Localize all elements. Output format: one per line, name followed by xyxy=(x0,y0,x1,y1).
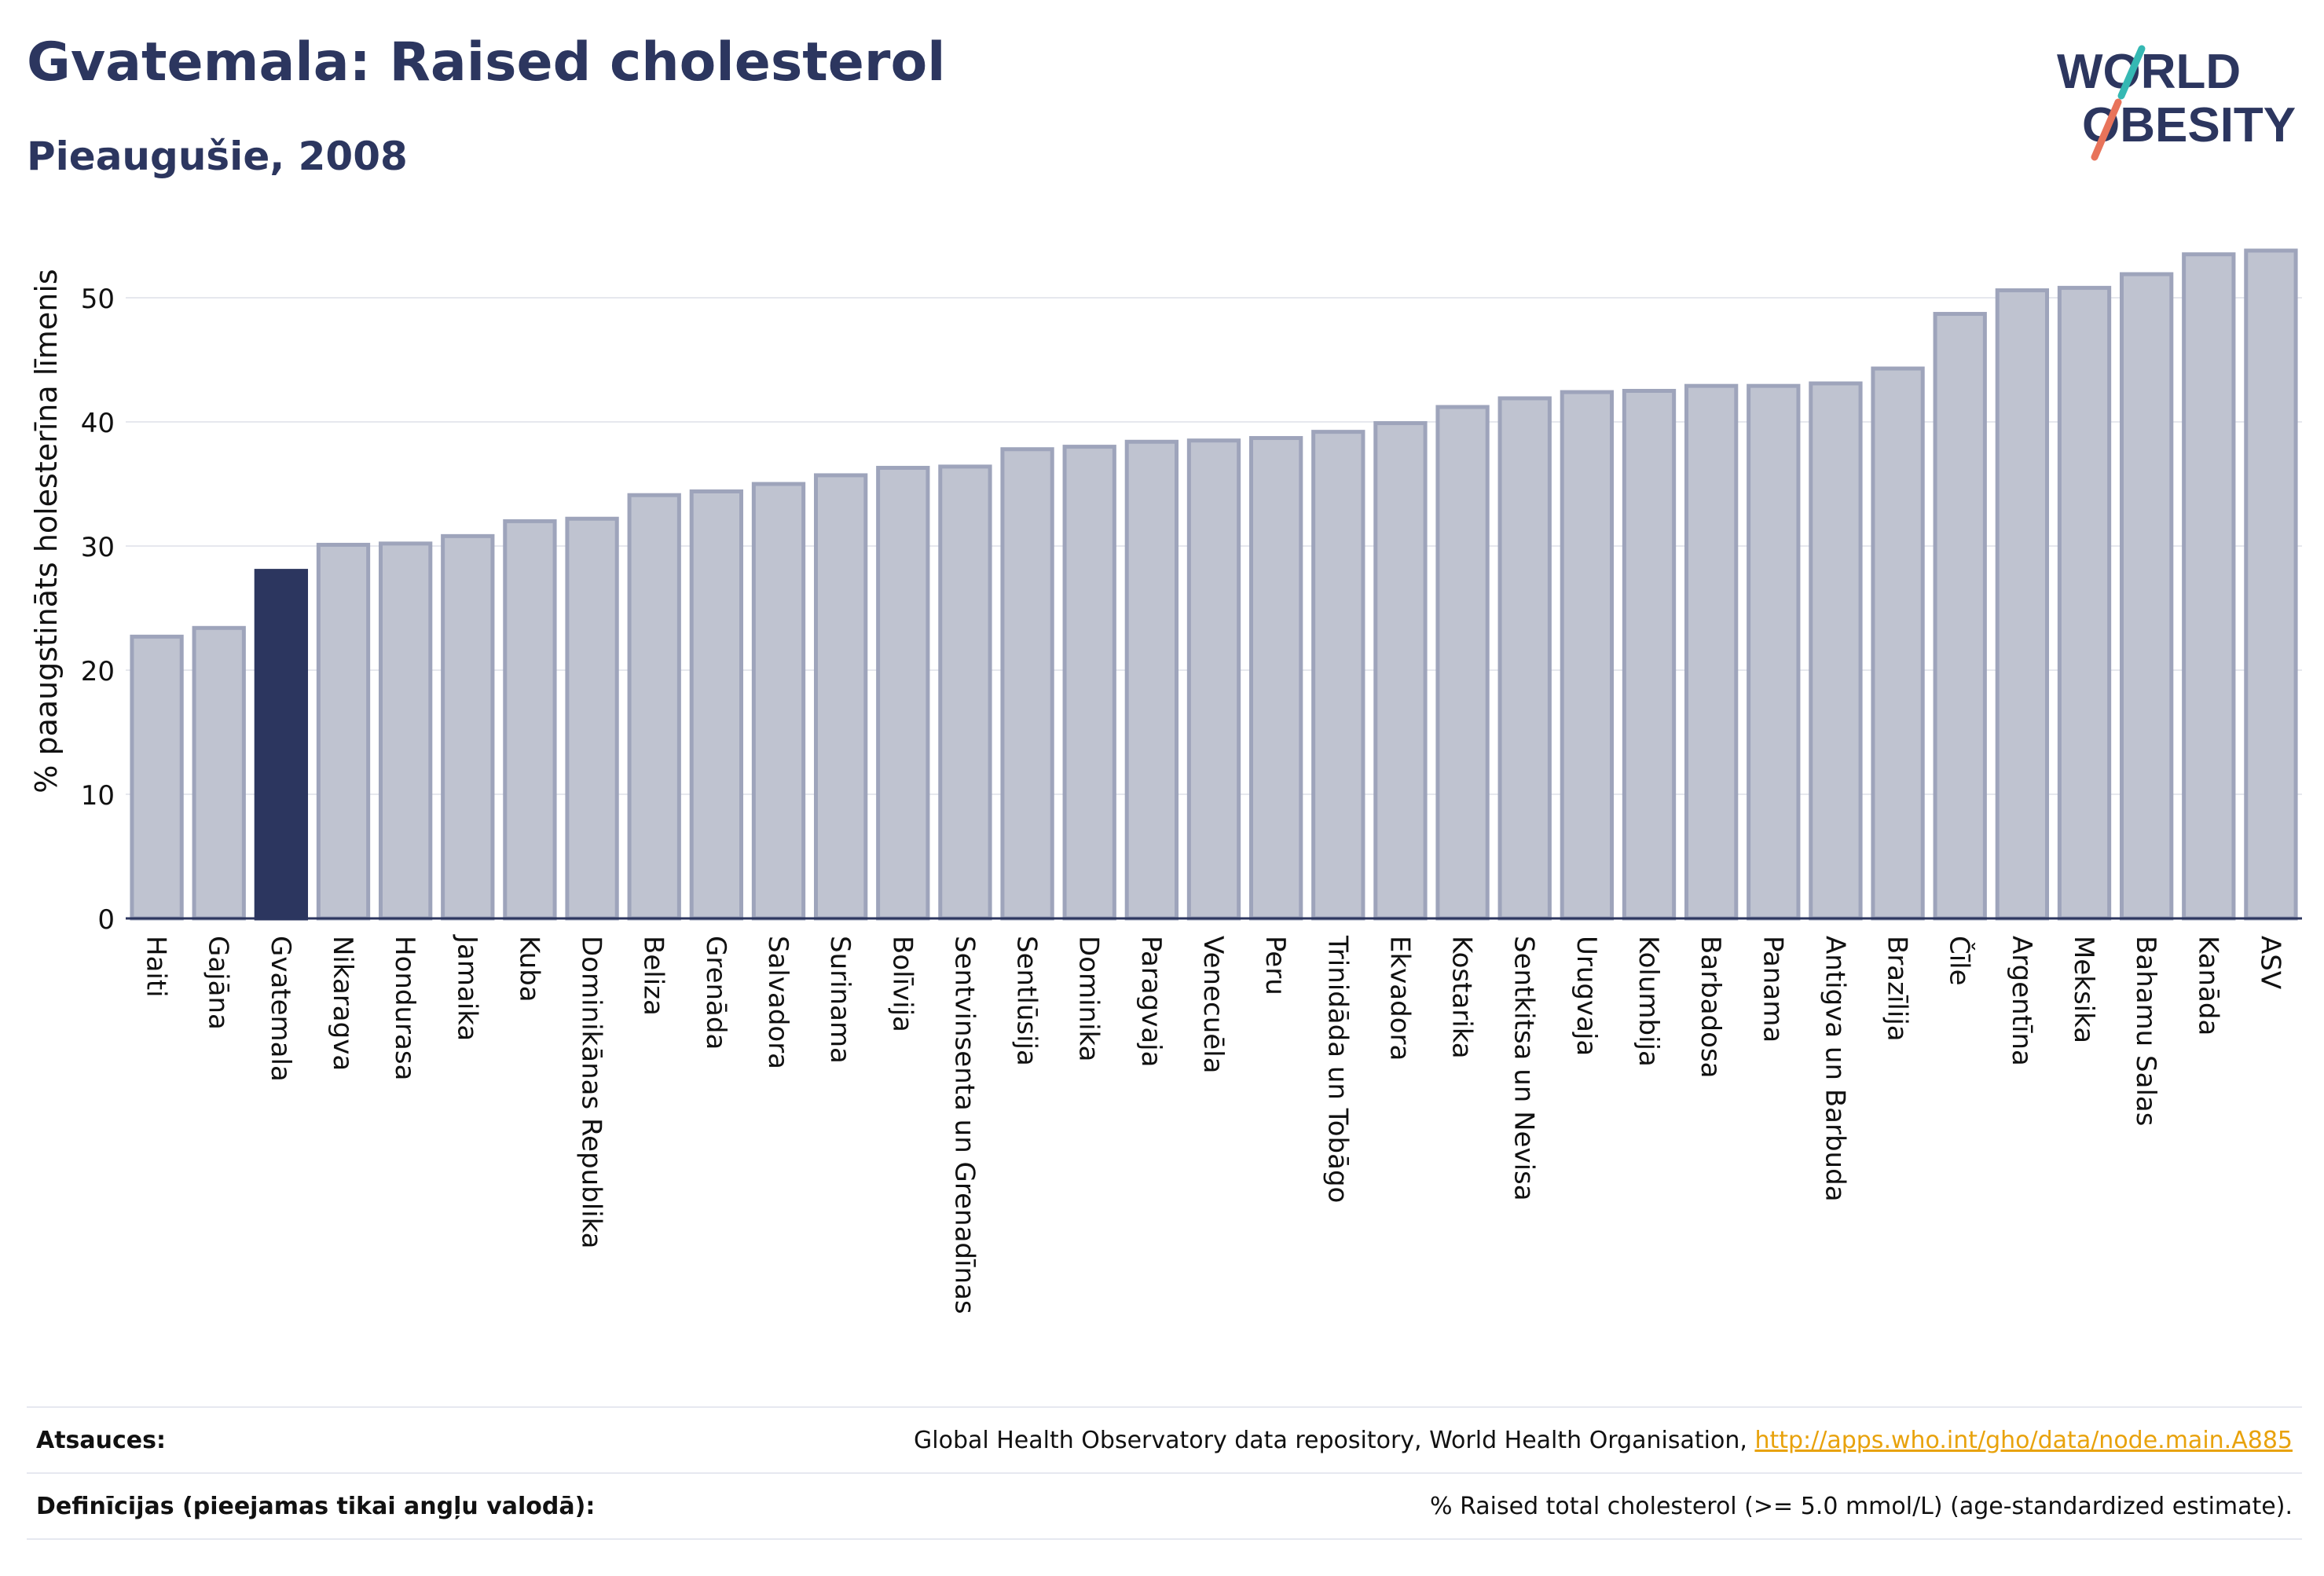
bar-dominika xyxy=(1062,445,1116,921)
bar-nikaragva xyxy=(316,542,371,921)
sources-label: Atsauces: xyxy=(36,1426,166,1454)
x-tick-label: Surinama xyxy=(824,936,856,1064)
chart-title: Gvatemala: Raised cholesterol xyxy=(27,31,946,93)
x-axis-labels: Haiti Gajāna Gvatemala Nikaragva Hondurasa Ja… xyxy=(141,934,2286,1314)
x-tick-label: Gajāna xyxy=(203,936,234,1030)
x-tick-label: Jamaika xyxy=(451,934,482,1041)
y-tick-label: 20 xyxy=(81,656,115,687)
x-tick-label: Barbadosa xyxy=(1695,936,1726,1079)
footer-table: Atsauces: Global Health Observatory data… xyxy=(27,1406,2302,1540)
x-tick-label: Kolumbija xyxy=(1633,936,1664,1067)
bar-barbadosa xyxy=(1684,383,1739,921)
x-tick-label: Dominikānas Republika xyxy=(576,936,607,1249)
x-tick-label: Grenāda xyxy=(700,936,731,1050)
bar-sentvinsenta-un-grenadīnas xyxy=(938,464,992,921)
x-tick-label: Sentvinsenta un Grenadīnas xyxy=(948,936,980,1314)
bar-dominikānas-republika xyxy=(565,516,619,921)
x-tick-label: Čīle xyxy=(1944,936,1976,986)
x-tick-label: Dominika xyxy=(1073,936,1105,1061)
bar-hondurasa xyxy=(378,541,433,921)
sources-row: Atsauces: Global Health Observatory data… xyxy=(27,1406,2302,1472)
x-tick-label: Venecuēla xyxy=(1197,936,1229,1073)
bar-chart: 0 10 20 30 40 50 Haiti Gajāna Gvatemala Nikaragv… xyxy=(29,248,2302,1314)
chart-subtitle: Pieaugušie, 2008 xyxy=(27,134,408,179)
y-tick-label: 10 xyxy=(81,780,115,812)
bar-grenāda xyxy=(689,489,744,921)
bar-sentlūsija xyxy=(1000,447,1054,921)
bars xyxy=(130,248,2298,921)
x-tick-label: Kanāda xyxy=(2192,936,2223,1035)
definitions-row: Definīcijas (pieejamas tikai angļu valod… xyxy=(27,1472,2302,1540)
world-obesity-logo: WORLD OBESITY xyxy=(2057,45,2296,161)
bar-brazīlija xyxy=(1871,366,1925,921)
bar-beliza xyxy=(627,493,681,921)
x-tick-label: Urugvaja xyxy=(1571,936,1602,1056)
bar-kuba xyxy=(503,519,557,921)
definitions-value: % Raised total cholesterol (>= 5.0 mmol/… xyxy=(1430,1492,2293,1520)
x-tick-label: Peru xyxy=(1259,936,1291,995)
x-tick-label: Trinidāda un Tobāgo xyxy=(1321,935,1353,1203)
x-tick-label: ASV xyxy=(2254,936,2286,989)
bar-asv xyxy=(2244,248,2298,921)
x-tick-label: Brazīlija xyxy=(1882,936,1913,1042)
bar-surinama xyxy=(813,473,868,921)
bar-venecuēla xyxy=(1186,438,1241,921)
bar-gajāna xyxy=(192,625,246,921)
sources-link[interactable]: http://apps.who.int/gho/data/node.main.A… xyxy=(1754,1426,2293,1454)
bar-peru xyxy=(1248,436,1303,921)
x-tick-label: Bahamu Salas xyxy=(2130,936,2161,1126)
y-tick-label: 0 xyxy=(97,904,115,936)
x-tick-label: Kostarika xyxy=(1446,936,1478,1059)
bar-kanāda xyxy=(2182,252,2236,921)
x-tick-label: Argentīna xyxy=(2006,936,2037,1066)
y-tick-label: 30 xyxy=(81,532,115,563)
bar-bolīvija xyxy=(876,465,930,921)
x-tick-label: Hondurasa xyxy=(389,936,420,1080)
x-tick-label: Paragvaja xyxy=(1135,936,1167,1067)
y-tick-label: 40 xyxy=(81,408,115,439)
bar-urugvaja xyxy=(1560,390,1615,921)
bar-kolumbija xyxy=(1622,389,1677,921)
bar-kostarika xyxy=(1435,405,1490,921)
x-tick-label: Kuba xyxy=(513,936,544,1002)
y-tick-label: 50 xyxy=(81,284,115,315)
bar-čīle xyxy=(1933,312,1987,921)
bar-paragvaja xyxy=(1124,439,1179,921)
x-tick-label: Gvatemala xyxy=(265,936,296,1082)
bar-haiti xyxy=(130,634,184,921)
sources-value: Global Health Observatory data repositor… xyxy=(914,1427,2302,1454)
y-axis-label: % paaugstināts holesterīna līmenis xyxy=(29,269,64,793)
x-tick-label: Salvadora xyxy=(762,936,794,1069)
x-tick-label: Antigva un Barbuda xyxy=(1819,936,1850,1202)
x-tick-label: Meksika xyxy=(2068,936,2099,1043)
x-tick-label: Ekvadora xyxy=(1384,936,1415,1061)
bar-panama xyxy=(1747,383,1801,921)
bar-sentkitsa-un-nevisa xyxy=(1497,396,1552,921)
x-tick-label: Sentkitsa un Nevisa xyxy=(1508,936,1540,1201)
bar-ekvadora xyxy=(1373,421,1428,921)
y-axis-ticks: 0 10 20 30 40 50 xyxy=(81,284,115,936)
sources-text: Global Health Observatory data repositor… xyxy=(914,1426,1755,1454)
logo-line1: WORLD xyxy=(2057,45,2241,99)
definitions-label: Definīcijas (pieejamas tikai angļu valod… xyxy=(36,1492,596,1520)
bar-gvatemala xyxy=(254,569,309,921)
bar-jamaika xyxy=(441,533,495,921)
bar-meksika xyxy=(2057,285,2112,921)
x-tick-label: Sentlūsija xyxy=(1011,936,1043,1066)
x-tick-label: Panama xyxy=(1757,936,1788,1043)
bar-trinidāda-un-tobāgo xyxy=(1311,430,1365,921)
bar-bahamu-salas xyxy=(2119,272,2174,921)
bar-antigva-un-barbuda xyxy=(1809,381,1863,921)
x-tick-label: Beliza xyxy=(638,936,669,1016)
x-tick-label: Nikaragva xyxy=(327,936,358,1071)
x-tick-label: Haiti xyxy=(141,936,172,998)
x-tick-label: Bolīvija xyxy=(886,936,918,1032)
bar-argentīna xyxy=(1995,288,2050,921)
bar-salvadora xyxy=(751,482,806,921)
